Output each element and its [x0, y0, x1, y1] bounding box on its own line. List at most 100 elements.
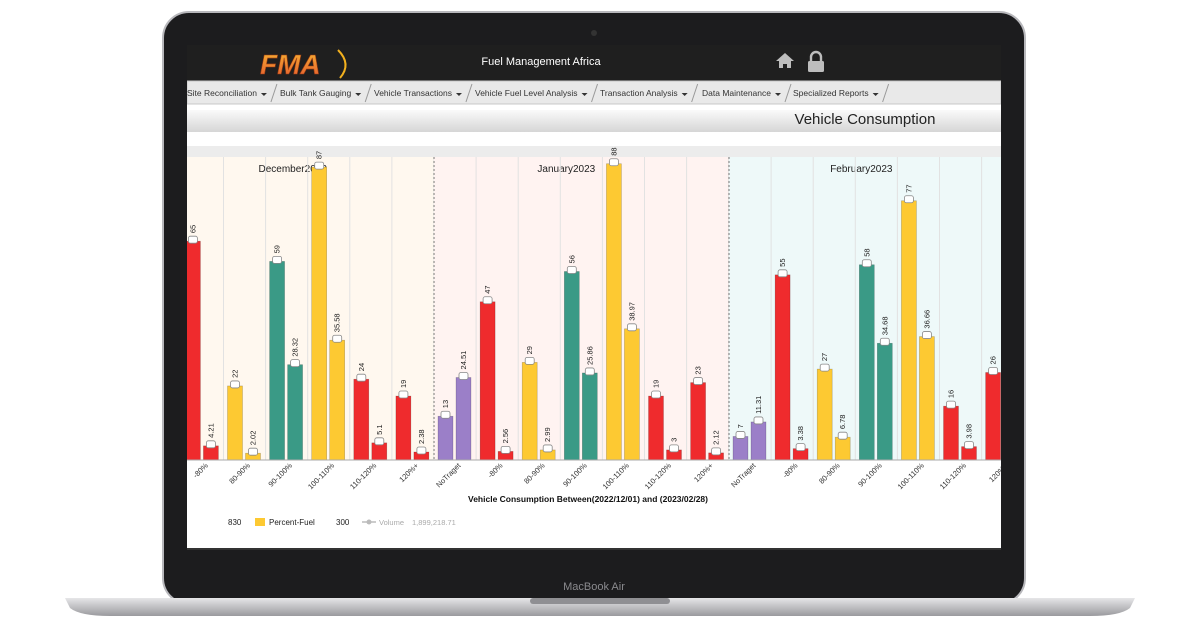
nav-item[interactable]: Vehicle Fuel Level Analysis — [475, 88, 578, 98]
device-label: MacBook Air — [563, 581, 625, 593]
nav-caret — [355, 93, 362, 96]
nav-item[interactable]: Bulk Tank Gauging — [280, 88, 351, 98]
bar-marker — [946, 400, 956, 409]
bar — [606, 163, 622, 461]
value-label: 7 — [736, 424, 745, 428]
value-label: 29 — [525, 346, 534, 354]
bar — [521, 362, 538, 461]
header-bar — [187, 45, 1001, 81]
value-label: 28.32 — [291, 338, 300, 357]
value-label: 24.51 — [459, 351, 468, 370]
nav-item[interactable]: Data Maintenance — [702, 88, 771, 98]
nav-divider — [591, 83, 599, 103]
page-title: Vehicle Consumption — [795, 111, 936, 128]
bar-marker — [651, 390, 661, 399]
value-label: 5.1 — [375, 424, 384, 434]
nav-caret — [775, 93, 781, 96]
bar-marker — [542, 444, 553, 453]
nav-item[interactable]: Specialized Reports — [793, 88, 869, 98]
bar-marker — [440, 410, 451, 419]
nav-item[interactable]: Transaction Analysis — [600, 88, 678, 98]
bar-marker — [416, 446, 427, 455]
bar-marker — [584, 367, 595, 376]
nav-divider — [270, 83, 278, 103]
bar — [624, 328, 640, 461]
value-label: 3.98 — [965, 424, 974, 439]
legend-dot — [366, 519, 372, 525]
group-bg — [729, 157, 1001, 460]
value-label: 11.31 — [754, 396, 763, 414]
home-icon[interactable] — [776, 53, 794, 68]
bar — [287, 364, 303, 461]
bar-marker — [482, 296, 493, 305]
nav-caret — [455, 93, 462, 96]
value-label: 58 — [862, 248, 871, 256]
value-label: 13 — [441, 400, 450, 408]
value-label: 2.99 — [543, 427, 552, 442]
bar — [437, 415, 454, 461]
nav-item[interactable]: Site Reconciliation — [187, 88, 257, 98]
bar — [329, 339, 346, 461]
legend-count: 830 — [228, 518, 242, 527]
bar-marker — [819, 363, 830, 372]
value-label: 6.78 — [838, 415, 847, 430]
value-label: 56 — [567, 255, 576, 263]
bar-marker — [314, 161, 325, 170]
bar-marker — [290, 359, 301, 368]
nav-caret — [260, 93, 267, 96]
bar-marker — [398, 390, 409, 399]
bar-marker — [458, 372, 469, 380]
bar-marker — [711, 447, 721, 456]
bar-marker — [332, 334, 343, 343]
bar — [269, 261, 285, 461]
value-label: 77 — [904, 184, 913, 192]
bar — [563, 271, 580, 461]
legend-label[interactable]: Percent-Fuel — [269, 518, 315, 527]
bar — [919, 336, 935, 461]
bar — [353, 378, 370, 461]
bar-marker — [627, 323, 637, 332]
value-label: 47 — [483, 285, 492, 293]
group-label: February2023 — [830, 164, 893, 175]
camera — [591, 30, 597, 36]
bar — [311, 166, 328, 461]
base-notch — [530, 598, 670, 604]
nav-caret — [681, 93, 688, 96]
chart-toolbar — [187, 146, 1001, 157]
value-label: 88 — [609, 147, 618, 155]
nav-divider — [364, 83, 372, 103]
title-bar — [187, 110, 1001, 132]
nav-divider — [784, 83, 792, 103]
bar-marker — [272, 255, 283, 264]
value-label: 59 — [273, 245, 282, 253]
laptop-base — [65, 598, 1135, 616]
bar — [227, 385, 243, 461]
bar-marker — [922, 331, 932, 339]
bar-marker — [753, 416, 764, 425]
nav-divider — [882, 83, 890, 103]
bar — [690, 382, 706, 461]
value-label: 4.21 — [206, 423, 215, 438]
value-label: 55 — [778, 258, 787, 266]
value-label: 87 — [315, 151, 324, 159]
value-label: 23 — [694, 366, 703, 374]
bar — [750, 421, 767, 461]
app-title: Fuel Management Africa — [481, 56, 601, 68]
group-label: December2022 — [259, 164, 328, 175]
bar-marker — [861, 259, 872, 268]
legend-label[interactable]: Volume — [379, 518, 404, 527]
nav-item[interactable]: Vehicle Transactions — [374, 88, 452, 98]
nav-menu: Site Reconciliation Bulk Tank Gauging Vehi… — [187, 83, 890, 103]
bar-marker — [904, 195, 914, 204]
lock-icon[interactable] — [808, 50, 824, 72]
value-label: 2.56 — [501, 429, 510, 444]
value-label: 38.97 — [627, 302, 636, 321]
legend-swatch — [255, 518, 265, 526]
bar — [985, 372, 1001, 461]
bar-marker — [356, 373, 367, 382]
bar — [581, 372, 598, 461]
nav-divider — [465, 83, 473, 103]
value-label: 2.38 — [417, 429, 426, 444]
bar-marker — [205, 440, 216, 449]
